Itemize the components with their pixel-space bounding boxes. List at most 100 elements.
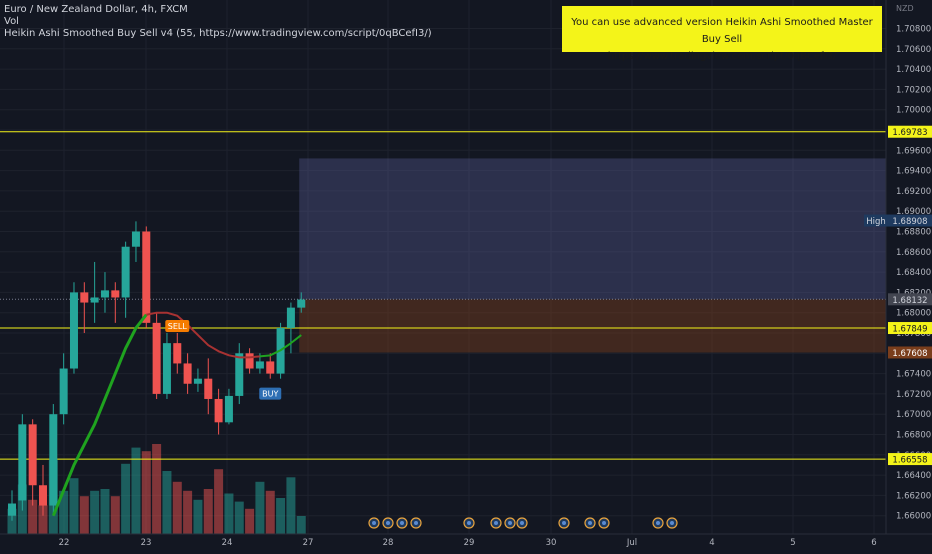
candle-body [204,378,213,399]
heikin-ashi-indicator-label[interactable]: Heikin Ashi Smoothed Buy Sell v4 (55, ht… [4,28,432,39]
y-tick-label: 1.67400 [896,370,931,380]
x-tick-label: 6 [871,538,876,548]
candle-body [245,353,254,369]
volume-bar [152,444,162,534]
y-tick-label: 1.70400 [896,65,931,75]
candle-body [8,503,16,516]
volume-bar [183,490,193,534]
candle-body [214,398,223,423]
volume-bar [28,499,38,534]
price-tag [888,293,932,306]
volume-bar [172,481,182,534]
economic-event-icon-dot [520,521,524,525]
price-tag [888,214,932,227]
y-tick-label: 1.69000 [896,207,931,217]
candle-body [100,290,109,298]
economic-event-icon-dot [386,521,390,525]
price-tag-label: 1.68908 [892,217,927,227]
price-tag-label: 1.68132 [892,296,927,306]
volume-bar [214,469,224,534]
price-tag-prefix-box [864,214,888,227]
sell-marker-label: SELL [168,322,188,331]
candle-body [235,353,244,396]
y-tick-label: 1.68000 [896,309,931,319]
candle-body [121,246,130,298]
candle-body [38,485,47,506]
y-tick-label: 1.70800 [896,25,931,35]
volume-bar [245,508,255,534]
y-tick-label: 1.68600 [896,248,931,258]
volume-bar [224,493,234,534]
economic-event-icon-dot [494,521,498,525]
candle-body [266,361,275,374]
x-tick-label: 23 [141,538,152,548]
volume-bar [38,505,48,534]
axis-currency: NZD [896,4,914,13]
candle-body [224,395,233,423]
level-tag-label: 1.69783 [892,128,927,138]
volume-bar [110,496,120,534]
symbol-title[interactable]: Euro / New Zealand Dollar, 4h, FXCM [4,4,188,15]
volume-bar [79,496,89,534]
banner-line-1: You can use advanced version Heikin Ashi… [571,17,873,45]
x-tick-label: 22 [59,538,70,548]
candle-body [28,424,37,486]
candle-body [152,322,161,394]
y-tick-label: 1.68800 [896,228,931,238]
volume-bar [121,463,131,534]
ha-smoothed-line-up-2 [259,334,302,358]
y-tick-label: 1.69200 [896,187,931,197]
candle-body [59,368,68,415]
legend: Euro / New Zealand Dollar, 4h, FXCM Vol … [4,4,432,40]
volume-indicator-label[interactable]: Vol [4,16,19,27]
promo-banner: You can use advanced version Heikin Ashi… [562,6,882,62]
y-tick-label: 1.70600 [896,45,931,55]
economic-event-icon-dot [414,521,418,525]
candle-body [49,414,58,506]
economic-event-icon-dot [656,521,660,525]
candle-body [183,363,192,384]
economic-event-icon-dot [562,521,566,525]
candle-body [173,343,182,364]
level-tag [888,453,932,466]
projection-zone-upper [299,158,886,300]
candle-body [131,231,140,247]
volume-bar [59,490,69,534]
candle-body [297,299,306,308]
candle-body [255,361,264,369]
ha-smoothed-line-down [146,311,261,359]
volume-bar [296,516,306,534]
volume-bar [203,489,213,534]
y-tick-label: 1.66400 [896,471,931,481]
banner-line-2[interactable]: https://www.tradingview.com/script/0qBCe… [607,51,837,62]
volume-bar [69,478,79,534]
y-tick-label: 1.70200 [896,85,931,95]
volume-bar [286,477,296,534]
y-tick-label: 1.68400 [896,268,931,278]
ha-smoothed-line-up [51,313,148,517]
candle-body [80,292,89,303]
price-tag-label: 1.67608 [892,349,927,359]
level-tag-label: 1.67849 [892,325,927,335]
x-tick-label: 5 [790,538,795,548]
level-tag-label: 1.66558 [892,456,927,466]
volume-bar [193,499,203,534]
y-tick-label: 1.70000 [896,106,931,116]
x-tick-label: 30 [546,538,557,548]
economic-event-icon-dot [372,521,376,525]
volume-bar [276,498,286,534]
buy-marker-label: BUY [262,390,278,399]
x-tick-label: 28 [383,538,394,548]
y-tick-label: 1.67000 [896,410,931,420]
y-tick-label: 1.69400 [896,167,931,177]
volume-bar [90,490,100,534]
projection-zone-lower [299,299,886,353]
x-tick-label: Jul [626,538,637,548]
candle-body [193,378,202,384]
economic-event-icon-dot [400,521,404,525]
x-tick-label: 4 [709,538,714,548]
volume-bar [255,481,265,534]
candle-body [162,343,171,394]
